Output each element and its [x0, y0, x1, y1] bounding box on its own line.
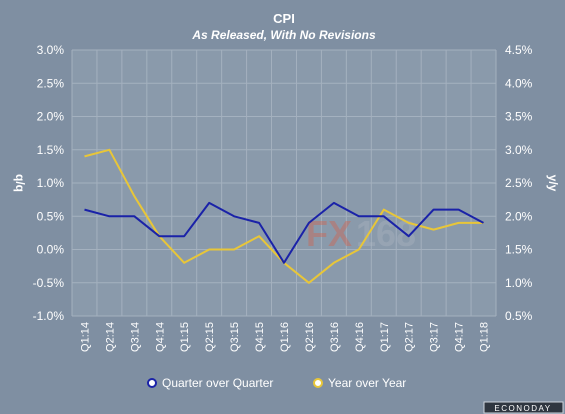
y2-tick-label: 0.5% [505, 309, 533, 323]
legend-marker-qoq [147, 378, 157, 388]
y-tick-label: -0.5% [33, 276, 65, 290]
legend-marker-yoy [313, 378, 323, 388]
x-tick-label: Q1:15 [179, 322, 191, 352]
x-tick-label: Q4:14 [154, 322, 166, 352]
x-tick-label: Q2:17 [404, 322, 416, 352]
series-line-qoq [84, 201, 484, 264]
y2-tick-label: 4.0% [505, 76, 533, 90]
y-tick-label: 2.0% [37, 110, 65, 124]
y2-tick-label: 1.0% [505, 276, 533, 290]
y-tick-label: 3.0% [37, 43, 65, 57]
x-tick-label: Q4:15 [254, 322, 266, 352]
y-tick-label: -1.0% [33, 309, 65, 323]
fx168-watermark: FX 168 [306, 213, 416, 254]
y2-tick-label: 1.5% [505, 243, 533, 257]
x-tick-label: Q3:16 [329, 322, 341, 352]
x-tick-label: Q3:15 [229, 322, 241, 352]
x-tick-label: Q4:16 [354, 322, 366, 352]
chart-subtitle: As Released, With No Revisions [191, 28, 376, 42]
y-tick-label: 0.0% [37, 243, 65, 257]
y-tick-label: 1.5% [37, 143, 65, 157]
x-tick-label: Q1:16 [279, 322, 291, 352]
series-lines [84, 148, 484, 284]
y-tick-label: 2.5% [37, 76, 65, 90]
brand-text: ECONODAY [494, 404, 551, 413]
x-tick-label: Q2:16 [304, 322, 316, 352]
x-tick-label: Q1:14 [79, 322, 91, 352]
y2-tick-label: 4.5% [505, 43, 533, 57]
x-tick-label: Q1:17 [379, 322, 391, 352]
y-tick-label: 0.5% [37, 209, 65, 223]
right-axis-ticks: 4.5% 4.0% 3.5% 3.0% 2.5% 2.0% 1.5% 1.0% 0.5% [505, 43, 533, 323]
y-tick-label: 1.0% [37, 176, 65, 190]
x-tick-label: Q4:17 [454, 322, 466, 352]
y2-tick-label: 2.0% [505, 209, 533, 223]
y2-tick-label: 3.0% [505, 143, 533, 157]
x-tick-label: Q3:17 [429, 322, 441, 352]
left-axis-label: q/q [13, 174, 27, 192]
y2-tick-label: 3.5% [505, 110, 533, 124]
legend-label-qoq: Quarter over Quarter [162, 376, 273, 390]
x-tick-label: Q2:15 [204, 322, 216, 352]
grid-lines [71, 49, 497, 317]
chart-title: CPI [273, 11, 295, 26]
legend-label-yoy: Year over Year [328, 376, 406, 390]
brand-box [483, 401, 564, 414]
legend: Quarter over Quarter Year over Year [147, 376, 406, 390]
y2-tick-label: 2.5% [505, 176, 533, 190]
x-tick-label: Q3:14 [129, 322, 141, 352]
x-tick-label: Q1:18 [479, 322, 491, 352]
x-tick-label: Q2:14 [104, 322, 116, 352]
x-axis-ticks: Q1:14 Q2:14 Q3:14 Q4:14 Q1:15 Q2:15 Q3:15 Q4:15… [79, 322, 490, 352]
econoday-brand: ECONODAY [483, 401, 564, 414]
left-axis-ticks: 3.0% 2.5% 2.0% 1.5% 1.0% 0.5% 0.0% -0.5% -1.0% [33, 43, 65, 323]
right-axis-label: y/y [546, 175, 560, 192]
